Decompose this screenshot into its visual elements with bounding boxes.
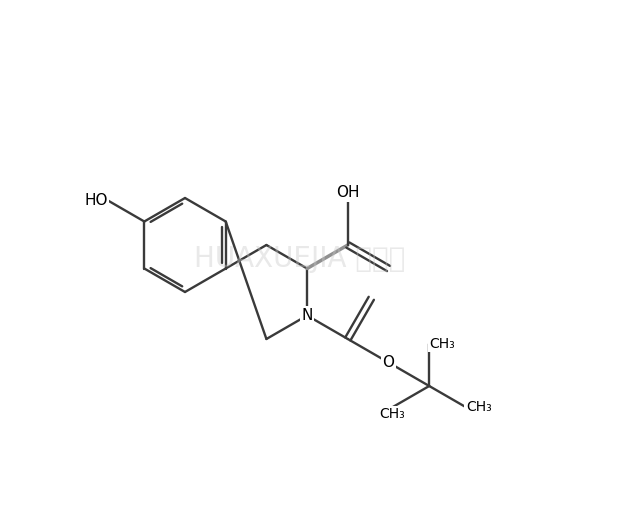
- Text: OH: OH: [336, 186, 360, 201]
- Text: CH₃: CH₃: [429, 337, 455, 351]
- Text: HUAXUEJIA 化学加: HUAXUEJIA 化学加: [195, 245, 406, 273]
- Text: CH₃: CH₃: [466, 400, 492, 414]
- Text: CH₃: CH₃: [380, 407, 406, 421]
- Text: HO: HO: [84, 193, 108, 208]
- Text: N: N: [301, 308, 313, 323]
- Text: O: O: [383, 355, 394, 370]
